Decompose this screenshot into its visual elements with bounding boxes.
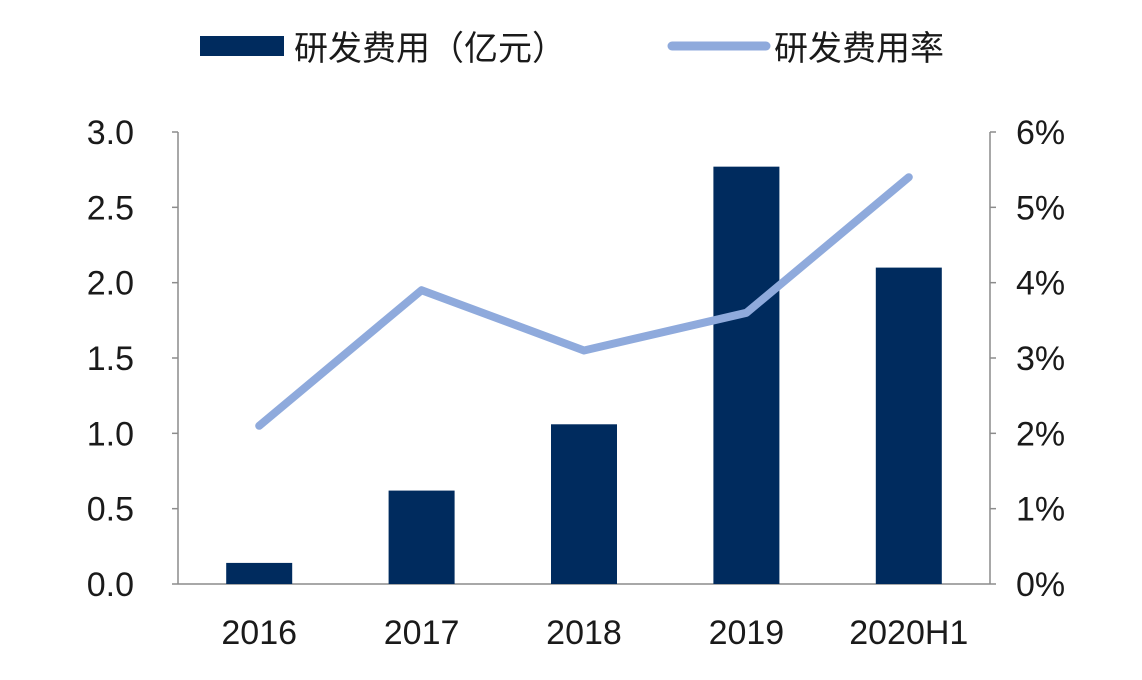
right-tick-label: 4% [1016, 265, 1065, 303]
left-tick-label: 1.5 [87, 340, 134, 378]
right-tick-label: 5% [1016, 189, 1065, 227]
legend: 研发费用（亿元） 研发费用率 [200, 29, 944, 69]
legend-label-bar: 研发费用（亿元） [294, 29, 566, 69]
left-tick-label: 2.5 [87, 189, 134, 227]
bar [388, 490, 455, 584]
line-series [255, 173, 913, 430]
bar [713, 166, 780, 585]
right-tick-label: 3% [1016, 340, 1065, 378]
bar [551, 424, 617, 584]
x-tick-label: 2016 [221, 614, 297, 652]
right-tick-label: 6% [1016, 114, 1065, 152]
left-tick-label: 0.5 [87, 491, 134, 529]
x-tick-label: 2017 [384, 614, 460, 652]
x-tick-label: 2018 [546, 614, 622, 652]
bar [875, 267, 942, 584]
x-tick-label: 2019 [709, 614, 785, 652]
tick-labels: 0.0 0.5 1.0 1.5 2.0 2.5 3.0 0% 1% 2% 3% 4% 5% 6% 2016 2… [87, 114, 1065, 652]
left-tick-label: 2.0 [87, 265, 134, 303]
left-tick-label: 0.0 [87, 566, 134, 604]
bar [226, 562, 293, 584]
legend-label-line: 研发费用率 [774, 29, 944, 69]
x-tick-label: 2020H1 [849, 614, 968, 652]
right-tick-label: 1% [1016, 491, 1065, 529]
legend-swatch-bar [200, 36, 284, 56]
left-tick-label: 3.0 [87, 114, 134, 152]
left-tick-label: 1.0 [87, 415, 134, 453]
right-tick-label: 2% [1016, 415, 1065, 453]
right-tick-label: 0% [1016, 566, 1065, 604]
series-line [255, 173, 913, 430]
bar-series [226, 166, 942, 585]
